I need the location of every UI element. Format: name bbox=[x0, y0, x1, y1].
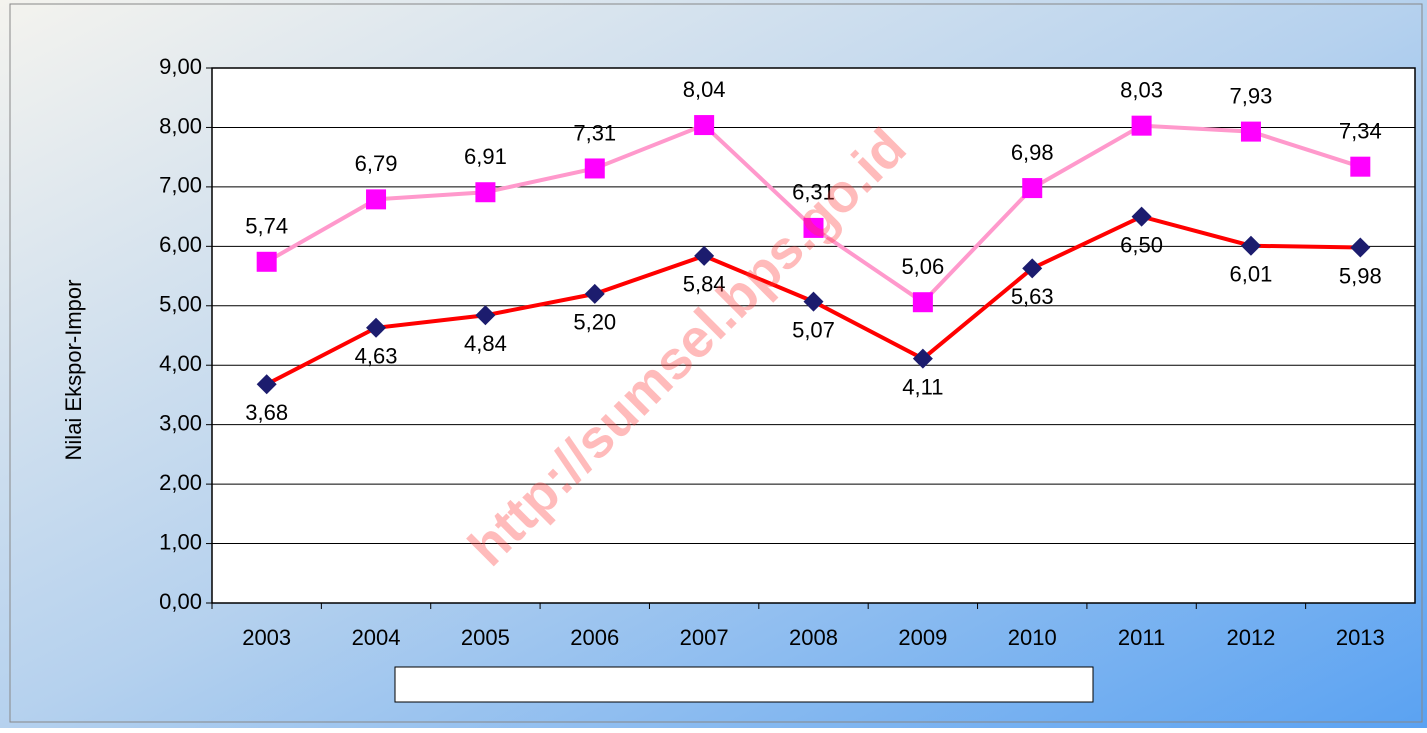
data-label: 5,63 bbox=[1011, 284, 1054, 309]
marker bbox=[1350, 237, 1371, 258]
x-tick-label: 2006 bbox=[570, 625, 619, 650]
marker bbox=[1240, 121, 1261, 142]
plot-area bbox=[211, 67, 1416, 604]
marker bbox=[912, 292, 933, 313]
data-label: 8,04 bbox=[683, 77, 726, 102]
marker bbox=[366, 317, 387, 338]
data-label: 5,06 bbox=[901, 254, 944, 279]
y-tick-label: 0,00 bbox=[159, 589, 202, 614]
marker bbox=[1022, 258, 1043, 279]
x-tick-label: 2004 bbox=[352, 625, 401, 650]
y-tick-label: 3,00 bbox=[159, 410, 202, 435]
x-tick-label: 2007 bbox=[680, 625, 729, 650]
data-label: 6,91 bbox=[464, 144, 507, 169]
marker bbox=[1131, 206, 1152, 227]
marker bbox=[803, 217, 824, 238]
x-tick-label: 2005 bbox=[461, 625, 510, 650]
data-label: 4,84 bbox=[464, 331, 507, 356]
data-label: 6,98 bbox=[1011, 140, 1054, 165]
x-tick-label: 2013 bbox=[1336, 625, 1385, 650]
data-label: 6,79 bbox=[355, 151, 398, 176]
marker bbox=[694, 245, 715, 266]
marker bbox=[1131, 115, 1152, 136]
data-label: 8,03 bbox=[1120, 77, 1163, 102]
y-tick-label: 4,00 bbox=[159, 351, 202, 376]
data-label: 3,68 bbox=[245, 400, 288, 425]
data-label: 5,98 bbox=[1339, 263, 1382, 288]
marker bbox=[256, 374, 277, 395]
data-label: 4,11 bbox=[902, 374, 943, 399]
y-tick-label: 5,00 bbox=[159, 292, 202, 317]
marker bbox=[1240, 235, 1261, 256]
data-label: 7,34 bbox=[1339, 118, 1382, 143]
y-tick-label: 8,00 bbox=[159, 113, 202, 138]
marker bbox=[803, 291, 824, 312]
x-tick-label: 2010 bbox=[1008, 625, 1057, 650]
marker bbox=[475, 305, 496, 326]
data-label: 4,63 bbox=[355, 344, 398, 369]
x-tick-label: 2009 bbox=[898, 625, 947, 650]
y-tick-label: 2,00 bbox=[159, 470, 202, 495]
data-label: 5,74 bbox=[245, 214, 288, 239]
y-tick-label: 9,00 bbox=[159, 54, 202, 79]
data-label: 7,93 bbox=[1230, 83, 1273, 108]
marker bbox=[475, 182, 496, 203]
data-label: 7,31 bbox=[573, 120, 616, 145]
marker bbox=[366, 189, 387, 210]
y-axis-label: Nilai Ekspor-Impor bbox=[61, 280, 86, 461]
x-tick-label: 2012 bbox=[1226, 625, 1275, 650]
y-tick-label: 1,00 bbox=[159, 529, 202, 554]
data-label: 6,31 bbox=[792, 180, 835, 205]
data-label: 5,20 bbox=[573, 310, 616, 335]
data-label: 6,01 bbox=[1230, 262, 1273, 287]
frame bbox=[9, 3, 1423, 723]
marker bbox=[584, 283, 605, 304]
marker bbox=[694, 115, 715, 136]
x-tick-label: 2003 bbox=[242, 625, 291, 650]
data-label: 5,84 bbox=[683, 272, 726, 297]
marker bbox=[912, 348, 933, 369]
y-tick-label: 6,00 bbox=[159, 232, 202, 257]
x-tick-label: 2008 bbox=[789, 625, 838, 650]
legend-box bbox=[394, 666, 1094, 703]
marker bbox=[256, 251, 277, 272]
data-label: 6,50 bbox=[1120, 232, 1163, 257]
x-tick-label: 2011 bbox=[1118, 625, 1165, 650]
y-tick-label: 7,00 bbox=[159, 173, 202, 198]
marker bbox=[1350, 156, 1371, 177]
data-label: 5,07 bbox=[792, 317, 835, 342]
marker bbox=[584, 158, 605, 179]
marker bbox=[1022, 178, 1043, 199]
